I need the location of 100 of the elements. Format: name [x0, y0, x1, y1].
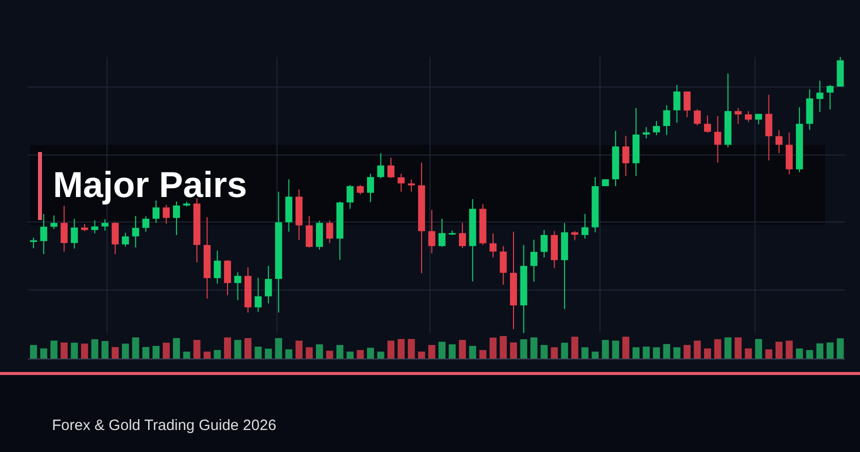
bar [581, 347, 588, 359]
bar [765, 349, 772, 359]
bar [438, 342, 446, 359]
bar [132, 337, 140, 359]
bar [162, 342, 170, 359]
bar [458, 340, 466, 359]
bar [530, 337, 538, 359]
candlestick [326, 220, 334, 244]
candlestick [428, 209, 436, 254]
bar [387, 340, 394, 359]
candlestick [70, 218, 78, 250]
candlestick [776, 130, 783, 154]
candlestick [306, 215, 313, 248]
candlestick [356, 184, 364, 195]
bar [193, 340, 200, 359]
bar [30, 344, 37, 359]
bar [612, 340, 620, 359]
bar [264, 348, 272, 359]
bar [592, 352, 599, 359]
bar [704, 348, 712, 359]
bar [836, 338, 844, 359]
bar [172, 338, 180, 359]
bar [796, 348, 803, 359]
bar [408, 338, 415, 359]
bar [398, 338, 405, 359]
candlestick [500, 246, 507, 286]
bar [326, 350, 334, 359]
text: Major Pairs [53, 164, 248, 206]
candlestick [224, 260, 232, 296]
bar [786, 340, 793, 359]
candlestick [234, 272, 242, 301]
bar [714, 339, 722, 359]
candlestick [377, 152, 384, 179]
bar [112, 347, 119, 359]
candlestick [132, 215, 140, 248]
candlestick [642, 126, 650, 139]
candlestick [530, 239, 538, 282]
candlestick [50, 214, 58, 230]
bar [70, 342, 78, 359]
bar [336, 344, 344, 359]
candlestick [673, 84, 680, 124]
bar [214, 350, 221, 359]
bar [285, 349, 292, 359]
bar [316, 344, 323, 359]
candlestick [714, 116, 722, 164]
candlestick [581, 214, 588, 240]
bar [204, 352, 211, 359]
candlestick [704, 115, 712, 134]
candlestick [458, 222, 466, 248]
candlestick [622, 135, 630, 176]
candlestick [122, 232, 129, 248]
candlestick [40, 214, 48, 255]
candlestick [254, 277, 262, 312]
bar [755, 338, 762, 359]
bar [734, 337, 742, 359]
bar [469, 346, 476, 359]
candlestick [101, 218, 108, 232]
bar [428, 344, 436, 359]
bar [152, 346, 160, 359]
bar [816, 343, 824, 359]
bar [602, 340, 609, 359]
candlestick [162, 204, 170, 224]
candlestick [816, 80, 824, 112]
bar [550, 347, 558, 359]
bar [306, 347, 313, 359]
candlestick [490, 232, 497, 258]
bar [510, 342, 517, 359]
bar [776, 342, 783, 359]
bar [673, 347, 680, 359]
bar [806, 350, 814, 359]
candlestick [264, 265, 272, 304]
bar [418, 352, 426, 359]
candlestick [387, 157, 394, 178]
bar [724, 337, 732, 359]
candlestick [826, 84, 834, 110]
candlestick [765, 94, 772, 161]
bar [571, 336, 578, 359]
candlestick [112, 222, 119, 255]
bar [40, 348, 48, 359]
bar [684, 344, 691, 359]
bar [561, 342, 568, 359]
bar [367, 348, 374, 359]
bar [356, 350, 364, 359]
bar [642, 346, 650, 359]
bar [540, 344, 548, 359]
bar [275, 338, 282, 359]
bar [254, 346, 262, 359]
candlestick [744, 110, 752, 122]
bar [744, 348, 752, 359]
bar [91, 339, 98, 359]
bar [50, 340, 58, 359]
candlestick [652, 120, 660, 136]
bar [81, 344, 88, 359]
bar [122, 344, 129, 359]
candlestick [172, 201, 180, 236]
candlestick [398, 173, 405, 192]
bar [826, 342, 834, 359]
bar [60, 342, 68, 359]
candlestick [91, 220, 98, 234]
candlestick [367, 173, 374, 203]
